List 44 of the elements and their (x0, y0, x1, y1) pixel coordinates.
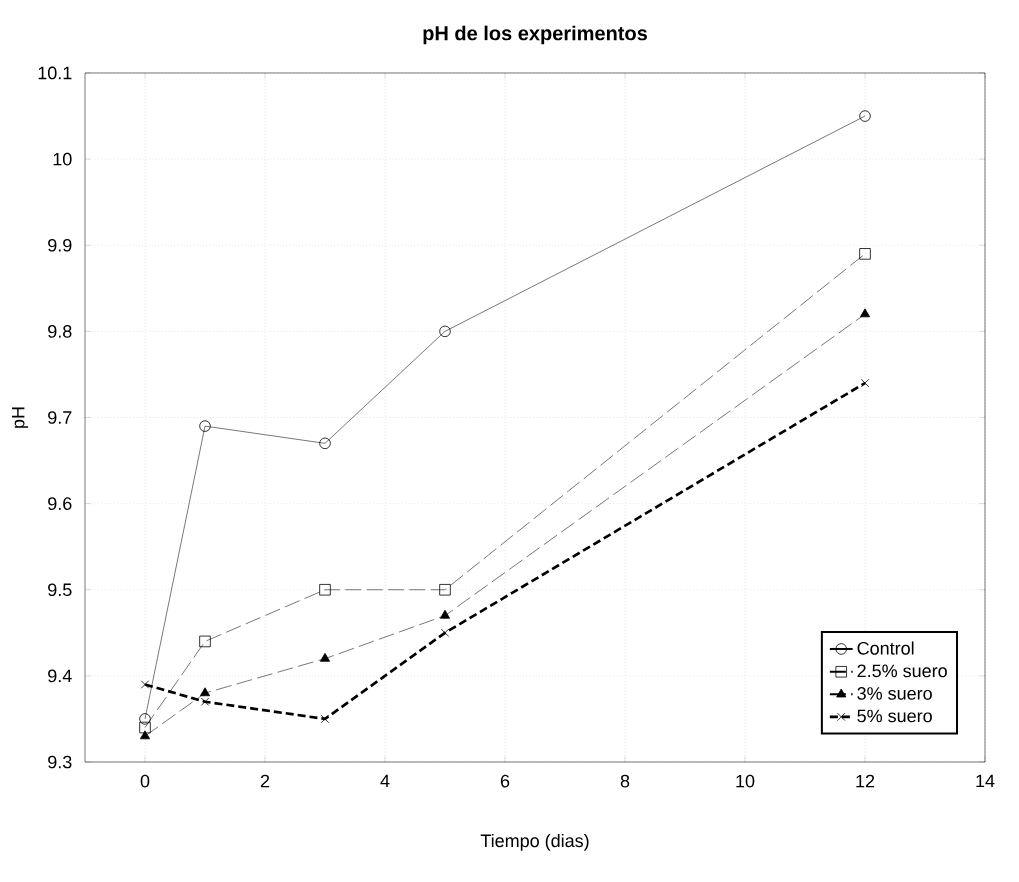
x-tick-label: 10 (736, 774, 755, 788)
x-tick-label: 14 (976, 774, 995, 788)
legend-label: 3% suero (857, 687, 932, 700)
legend-label: Control (857, 641, 914, 655)
point (439, 325, 451, 338)
legend-label: 5% suero (857, 709, 932, 723)
x-axis-title: Tiempo (dias) (480, 833, 589, 851)
y-tick-label: 9.3 (48, 755, 72, 769)
point (200, 697, 210, 706)
y-tick-label: 9.8 (48, 325, 72, 338)
point (319, 652, 331, 662)
point (859, 248, 871, 260)
x-tick-label: 0 (140, 774, 150, 788)
point (439, 609, 451, 619)
point (319, 437, 331, 450)
legend-label: 2.5% suero (857, 664, 947, 678)
y-tick-label: 9.9 (48, 238, 72, 252)
point (860, 378, 870, 388)
x-tick-label: 4 (380, 774, 390, 788)
point (859, 308, 871, 318)
x-tick-label: 2 (260, 774, 270, 788)
y-axis-title: pH (11, 407, 29, 428)
point (139, 713, 151, 725)
y-tick-label: 9.6 (48, 497, 72, 510)
chart-title: pH de los experimentos (423, 25, 647, 45)
x-tick-label: 6 (500, 774, 510, 788)
point (440, 628, 450, 637)
y-tick-label: 10.1 (38, 66, 72, 80)
y-tick-label: 10 (53, 152, 72, 166)
x-tick-label: 8 (620, 774, 630, 788)
y-tick-label: 9.7 (48, 411, 72, 424)
point (319, 584, 331, 596)
point (139, 721, 151, 734)
point (139, 730, 151, 740)
y-tick-label: 9.4 (48, 669, 72, 683)
y-tick-label: 9.5 (48, 583, 72, 597)
point (199, 420, 211, 432)
point (140, 680, 150, 689)
point (439, 584, 451, 596)
point (199, 687, 211, 697)
point (859, 110, 871, 122)
x-tick-label: 12 (856, 774, 875, 788)
point (320, 714, 330, 724)
point (199, 635, 211, 648)
